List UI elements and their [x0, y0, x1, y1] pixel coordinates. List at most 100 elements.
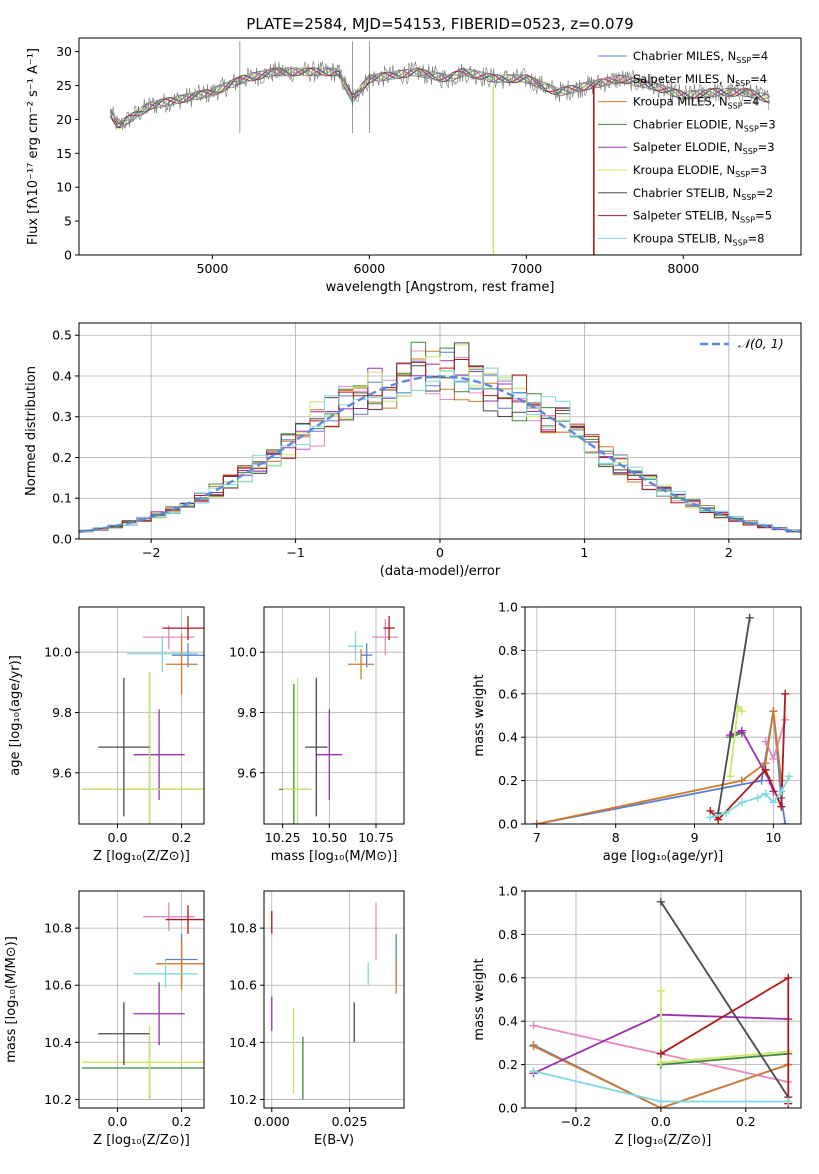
x-tick-label: 8000	[667, 261, 699, 276]
y-axis-label: Flux [fλ10⁻¹⁷ erg cm⁻² s⁻¹ A⁻¹]	[26, 48, 41, 245]
x-axis-label: Z [log₁₀(Z/Z⊙)]	[93, 849, 190, 864]
weight-point-marker	[777, 802, 786, 811]
y-tick-label: 10.4	[229, 1035, 257, 1050]
x-tick-label: 0.0	[108, 830, 128, 845]
y-tick-label: 0.1	[52, 491, 72, 506]
y-tick-label: 0.0	[52, 532, 72, 547]
y-tick-label: 0.0	[498, 817, 518, 832]
y-tick-label: 0.8	[498, 643, 518, 658]
x-tick-label: 0.0	[108, 1114, 128, 1129]
weight-point-marker	[769, 707, 778, 716]
y-tick-label: 9.8	[52, 705, 72, 720]
x-tick-label: −0.2	[561, 1114, 591, 1129]
mass_vs_Z-frame	[78, 890, 205, 1109]
y-tick-label: 10.2	[44, 1092, 72, 1107]
weight-point-marker	[656, 1097, 665, 1106]
y-tick-label: 10.4	[44, 1035, 72, 1050]
residuals-frame	[78, 322, 802, 540]
age_vs_mass-frame	[263, 606, 405, 825]
weight-series-line	[536, 711, 783, 824]
x-tick-label: 10.50	[311, 830, 347, 845]
y-tick-label: 1.0	[498, 600, 518, 615]
weight-series-line	[533, 1045, 789, 1108]
x-tick-label: 7	[533, 830, 541, 845]
weight-point-marker	[529, 1067, 538, 1076]
y-axis-label: Normed distribution	[24, 366, 39, 496]
y-tick-label: 0.2	[498, 773, 518, 788]
y-axis-label: mass weight	[472, 958, 487, 1040]
weight-point-marker	[745, 613, 754, 622]
x-tick-label: 5000	[197, 261, 229, 276]
y-tick-label: 10.0	[229, 645, 257, 660]
weight-point-marker	[757, 776, 766, 785]
y-tick-label: 10.8	[229, 921, 257, 936]
spectrum-legend: Chabrier MILES, NSSP=4 Salpeter MILES, NS…	[598, 49, 776, 247]
legend-entry: Kroupa MILES, NSSP=4	[633, 95, 759, 111]
weight-point-marker	[737, 776, 746, 785]
weight-point-marker	[714, 815, 723, 824]
x-axis-label: Z [log₁₀(Z/Z⊙)]	[615, 1133, 712, 1148]
weight-point-marker	[777, 787, 786, 796]
weight_vs_age-frame	[524, 606, 802, 825]
weight-point-marker	[737, 726, 746, 735]
y-tick-label: 10.6	[44, 978, 72, 993]
y-tick-label: 30	[56, 44, 72, 59]
x-tick-label: 10.25	[265, 830, 301, 845]
weight-series-line	[710, 775, 790, 819]
y-tick-label: 25	[56, 78, 72, 93]
weight-point-marker	[737, 707, 746, 716]
x-tick-label: 0.2	[172, 830, 192, 845]
weight-point-marker	[706, 813, 715, 822]
mass_vs_EBV-frame	[263, 890, 405, 1109]
weight-point-marker	[726, 772, 735, 781]
mass_vs_EBV-axes: 0.000 0.025 10.2 10.4 10.6 10.8 E(B-V)	[229, 891, 404, 1148]
x-tick-label: 6000	[353, 261, 385, 276]
y-tick-label: 9.8	[237, 705, 257, 720]
weight-series-line	[729, 729, 775, 792]
mass_vs_Z-axes: 0.0 0.2 10.2 10.4 10.6 10.8 Z [log₁₀(Z/Z⊙)] mas…	[4, 891, 204, 1148]
y-tick-label: 15	[56, 146, 72, 161]
legend-entry: 𝒩(0, 1)	[738, 336, 784, 351]
spectrum-frame	[78, 37, 802, 256]
y-tick-label: 0.6	[498, 970, 518, 985]
x-tick-label: 7000	[510, 261, 542, 276]
y-tick-label: 20	[56, 112, 72, 127]
weight-point-marker	[656, 897, 665, 906]
weight-point-marker	[656, 986, 665, 995]
weight-point-marker	[529, 1042, 538, 1051]
y-tick-label: 1.0	[498, 884, 518, 899]
weight-point-marker	[781, 820, 790, 824]
x-tick-label: −2	[142, 545, 160, 560]
figure-title: PLATE=2584, MJD=54153, FIBERID=0523, z=0…	[246, 15, 633, 33]
y-tick-label: 9.6	[237, 765, 257, 780]
x-axis-label: Z [log₁₀(Z/Z⊙)]	[93, 1133, 190, 1148]
spectrum-axes: 5000 6000 7000 8000 0 5 10 15 20 25 30 wavelength […	[26, 41, 776, 295]
weight-point-marker	[781, 689, 790, 698]
y-tick-label: 0.5	[52, 328, 72, 343]
residuals-axes: −2 −1 0 1 2 0.0 0.1 0.2 0.3 0.4 0.5 (data-model)/er…	[24, 323, 802, 579]
weight-series-line	[729, 732, 743, 739]
legend-entry: Salpeter MILES, NSSP=4	[633, 72, 767, 88]
x-axis-label: (data-model)/error	[380, 564, 501, 579]
x-tick-label: −1	[286, 545, 304, 560]
weight-series-line	[729, 704, 743, 777]
y-axis-label: mass [log₁₀(M/M⊙)]	[4, 936, 19, 1063]
x-tick-label: 0.2	[172, 1114, 192, 1129]
y-axis-label: mass weight	[472, 674, 487, 756]
age_vs_mass-axes: 10.25 10.50 10.75 9.6 9.8 10.0 mass [log₁₀(M/M…	[229, 607, 404, 864]
y-tick-label: 10.0	[44, 645, 72, 660]
weight-point-marker	[761, 765, 770, 774]
x-tick-label: 9	[691, 830, 699, 845]
x-tick-label: 2	[725, 545, 733, 560]
weight-series-line	[660, 976, 790, 1104]
y-tick-label: 0.4	[498, 1014, 518, 1029]
x-tick-label: 10	[765, 830, 781, 845]
weight-point-marker	[656, 1058, 665, 1067]
x-tick-label: 0.2	[736, 1114, 756, 1129]
y-tick-label: 0.3	[52, 409, 72, 424]
weight-series-line	[660, 1052, 789, 1066]
legend-entry: Kroupa STELIB, NSSP=8	[633, 231, 764, 247]
age_vs_Z-frame	[78, 606, 205, 825]
